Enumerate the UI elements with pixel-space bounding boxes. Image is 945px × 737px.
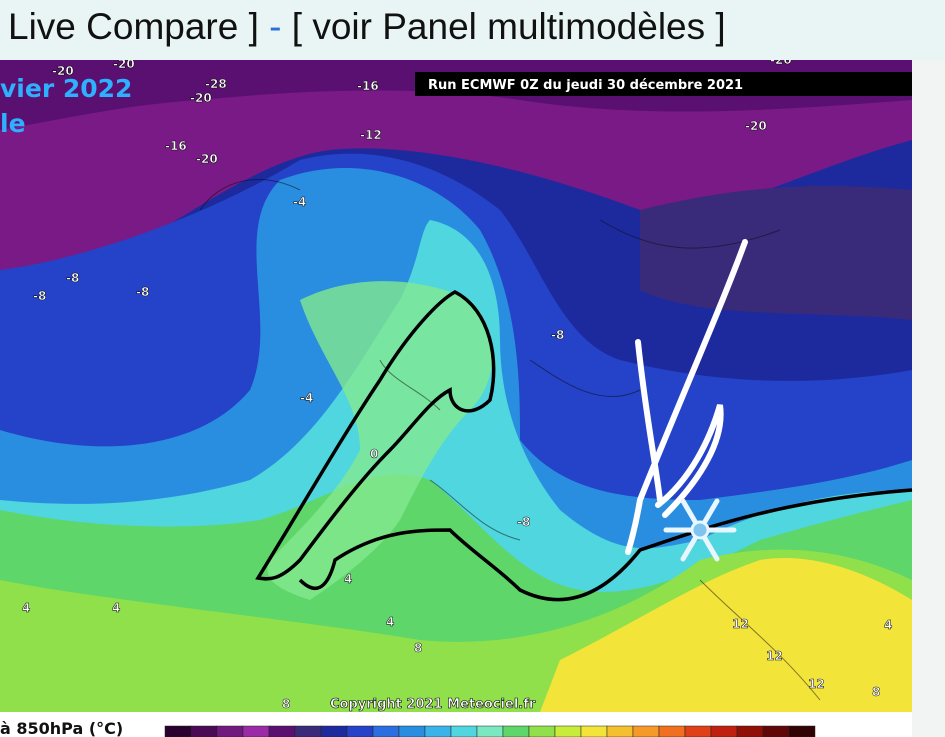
colorbar-swatch bbox=[216, 725, 244, 737]
colorbar-swatch bbox=[684, 725, 712, 737]
subtitle-fragment: le bbox=[0, 109, 26, 138]
contour-label: 12 bbox=[808, 677, 825, 691]
contour-label: -8 bbox=[551, 328, 564, 342]
weather-map: Run ECMWF 0Z du jeudi 30 décembre 2021 v… bbox=[0, 60, 945, 737]
contour-label: -12 bbox=[360, 128, 382, 142]
zero-isotherm bbox=[255, 290, 913, 602]
contour-label: -28 bbox=[205, 77, 227, 91]
colorbar-swatch bbox=[528, 725, 556, 737]
run-banner bbox=[415, 72, 912, 96]
colorbar-swatch bbox=[320, 725, 348, 737]
contour-labels: -20 -20-20-28 -16-16-20-12-20-20-4-8-8 -8-8… bbox=[22, 60, 893, 711]
copyright: Copyright 2021 Meteociel.fr bbox=[330, 697, 536, 712]
contour-label: 12 bbox=[766, 649, 783, 663]
colorbar-swatch bbox=[658, 725, 686, 737]
contour-label: -20 bbox=[190, 91, 212, 105]
colorbar-swatch bbox=[476, 725, 504, 737]
colorbar-swatch bbox=[164, 725, 192, 737]
side-strip bbox=[912, 60, 945, 737]
header[interactable]: Live Compare ] - [ voir Panel multimodèl… bbox=[8, 6, 726, 48]
contour-label: -8 bbox=[33, 289, 46, 303]
green-region bbox=[267, 281, 493, 600]
header-link[interactable]: Live Compare ] bbox=[8, 6, 259, 47]
contour-label: -20 bbox=[196, 152, 218, 166]
header-link[interactable]: [ voir Panel multimodèles ] bbox=[291, 6, 726, 47]
colorbar-swatch bbox=[788, 725, 816, 737]
colorbar-swatch bbox=[606, 725, 634, 737]
contour-label: 4 bbox=[386, 615, 394, 629]
contour-label: -20 bbox=[770, 60, 792, 67]
colorbar-swatch bbox=[502, 725, 530, 737]
date-fragment: vier 2022 bbox=[0, 74, 132, 103]
contour-label: -20 bbox=[52, 64, 74, 78]
colorbar-swatch bbox=[710, 725, 738, 737]
contour-label: 4 bbox=[22, 601, 30, 615]
header-separator: - bbox=[269, 6, 282, 47]
colorbar-swatch bbox=[632, 725, 660, 737]
colorbar bbox=[164, 725, 816, 737]
contour-label: -4 bbox=[293, 195, 306, 209]
colorbar-swatch bbox=[554, 725, 582, 737]
contour-label: -8 bbox=[66, 271, 79, 285]
contour-label: 0 bbox=[370, 447, 378, 461]
contour-label: 4 bbox=[112, 601, 120, 615]
colorbar-swatch bbox=[398, 725, 426, 737]
cold-region bbox=[0, 60, 912, 270]
contour-label: -20 bbox=[113, 60, 135, 71]
contour-label: -20 bbox=[745, 119, 767, 133]
colorbar-swatch bbox=[424, 725, 452, 737]
contour-label: 8 bbox=[414, 641, 422, 655]
hand-drawn-arrow bbox=[625, 239, 748, 555]
colorbar-swatch bbox=[580, 725, 608, 737]
contour-label: 4 bbox=[884, 618, 892, 632]
colorbar-swatch bbox=[242, 725, 270, 737]
warm-region bbox=[540, 558, 912, 712]
colorbar-swatch bbox=[372, 725, 400, 737]
contour-label: 8 bbox=[282, 697, 290, 711]
contour-label: -4 bbox=[300, 391, 313, 405]
colorbar-swatch bbox=[294, 725, 322, 737]
contour-label: 4 bbox=[344, 572, 352, 586]
run-label: Run ECMWF 0Z du jeudi 30 décembre 2021 bbox=[428, 78, 743, 93]
colorbar-swatch bbox=[762, 725, 790, 737]
colorbar-swatch bbox=[736, 725, 764, 737]
contour-label: 12 bbox=[732, 617, 749, 631]
contour-label: -8 bbox=[136, 285, 149, 299]
contour-label: -8 bbox=[517, 515, 530, 529]
colorbar-swatch bbox=[346, 725, 374, 737]
colorbar-swatch bbox=[268, 725, 296, 737]
colorbar-swatch bbox=[450, 725, 478, 737]
legend-label: à 850hPa (°C) bbox=[0, 719, 123, 737]
contour-label: -16 bbox=[357, 79, 379, 93]
contour-label: -16 bbox=[165, 139, 187, 153]
coastlines bbox=[199, 179, 821, 701]
colorbar-swatch bbox=[190, 725, 218, 737]
snowflake-icon bbox=[663, 498, 737, 562]
contour-label: 8 bbox=[872, 685, 880, 699]
cold-region bbox=[640, 186, 912, 320]
